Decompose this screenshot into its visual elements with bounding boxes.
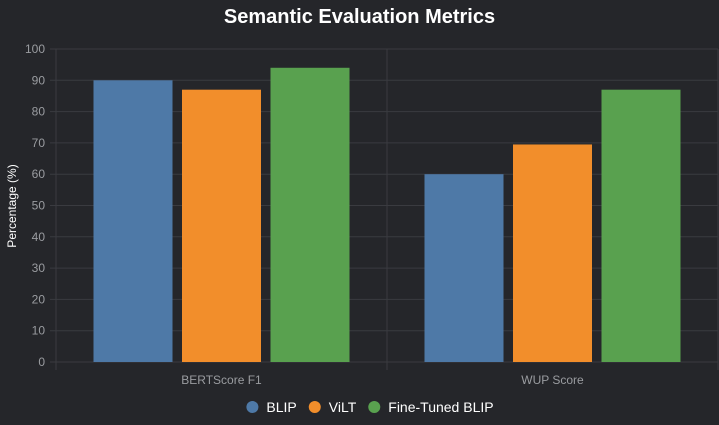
y-tick-label: 10 (32, 324, 46, 338)
legend-marker (246, 401, 259, 413)
y-tick-label: 20 (32, 292, 46, 306)
y-tick-label: 50 (32, 199, 46, 213)
y-axis-ticks: 0 10 20 30 40 50 60 70 80 90 100 (25, 42, 45, 369)
y-tick-label: 70 (32, 136, 46, 150)
legend-item[interactable]: BLIP (246, 399, 297, 415)
bar (424, 174, 504, 362)
y-tick-label: 90 (32, 73, 46, 87)
legend-item[interactable]: ViLT (308, 399, 357, 415)
y-tick-label: 80 (32, 105, 46, 119)
bar (182, 89, 261, 362)
y-tick-label: 100 (25, 42, 45, 56)
y-tick-label: 30 (32, 261, 46, 275)
y-axis-label: Percentage (%) (5, 164, 19, 247)
y-tick-label: 40 (32, 230, 46, 244)
legend-marker (308, 401, 321, 413)
legend-label: ViLT (329, 399, 357, 415)
legend-item[interactable]: Fine-Tuned BLIP (368, 399, 494, 415)
chart-title: Semantic Evaluation Metrics (224, 6, 495, 28)
y-tick-label: 0 (38, 355, 45, 369)
bars (93, 67, 681, 363)
legend-label: BLIP (266, 399, 296, 415)
y-tick-label: 60 (32, 167, 46, 181)
x-tick-label: BERTScore F1 (181, 373, 262, 387)
bar (93, 80, 173, 363)
legend: BLIP ViLT Fine-Tuned BLIP (246, 399, 494, 415)
legend-label: Fine-Tuned BLIP (388, 399, 493, 415)
x-tick-label: WUP Score (521, 373, 584, 387)
bar (270, 67, 350, 362)
x-axis-ticks: BERTScore F1 WUP Score (181, 373, 584, 387)
legend-marker (368, 401, 381, 413)
bar (513, 144, 592, 362)
bar (601, 89, 681, 362)
